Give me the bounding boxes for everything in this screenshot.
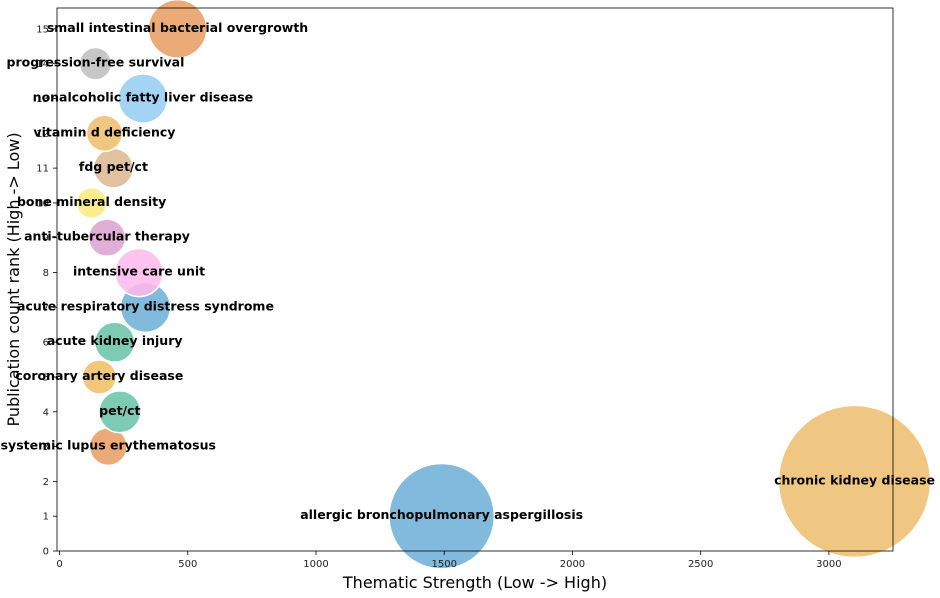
- bubbles-layer: [75, 0, 932, 570]
- bubble: [98, 390, 142, 434]
- x-tick-label: 2500: [688, 559, 713, 570]
- y-tick-label: 9: [43, 233, 49, 244]
- x-tick-label: 500: [178, 559, 197, 570]
- bubble-label: acute kidney injury: [47, 333, 183, 348]
- bubble: [78, 46, 113, 81]
- y-tick-label: 13: [36, 94, 49, 105]
- bubble: [81, 359, 118, 395]
- y-tick-label: 10: [36, 198, 49, 209]
- y-tick-label: 15: [36, 24, 49, 35]
- bubble-labels-layer: allergic bronchopulmonary aspergillosis c…: [1, 20, 935, 522]
- x-tick-label: 2000: [560, 559, 585, 570]
- y-tick-label: 6: [43, 338, 49, 349]
- bubble-label: acute respiratory distress syndrome: [17, 298, 274, 313]
- y-tick-label: 11: [36, 164, 49, 175]
- bubble: [117, 73, 169, 124]
- y-tick-label: 0: [43, 547, 49, 558]
- bubble: [85, 114, 124, 153]
- bubble-label: intensive care unit: [73, 264, 205, 279]
- bubble-label: small intestinal bacterial overgrowth: [47, 20, 308, 35]
- bubble-label: bone mineral density: [17, 194, 166, 209]
- x-tick-label: 3000: [816, 559, 841, 570]
- bubble: [75, 186, 108, 219]
- bubble-label: vitamin d deficiency: [33, 124, 175, 139]
- bubble: [388, 462, 496, 570]
- bubble-label: systemic lupus erythematosus: [1, 438, 216, 453]
- bubble-label: nonalcoholic fatty liver disease: [33, 90, 253, 105]
- bubble-label: pet/ct: [99, 403, 140, 418]
- y-tick-label: 5: [43, 372, 49, 383]
- bubble: [93, 321, 136, 363]
- y-tick-label: 12: [36, 129, 49, 140]
- bubble-label: progression-free survival: [7, 55, 185, 70]
- bubble: [87, 218, 127, 258]
- bubble-label: chronic kidney disease: [774, 472, 935, 487]
- bubble-label: coronary artery disease: [15, 368, 183, 383]
- y-tick-label: 7: [43, 303, 49, 314]
- y-tick-label: 3: [43, 442, 49, 453]
- bubble: [777, 404, 932, 559]
- bubble-label: fdg pet/ct: [79, 159, 148, 174]
- x-tick-label: 1000: [303, 559, 328, 570]
- y-tick-label: 8: [43, 268, 49, 279]
- x-axis: 0 500 1000 1500 2000 2500 3000: [56, 551, 842, 570]
- y-tick-label: 4: [43, 407, 49, 418]
- bubble-label: allergic bronchopulmonary aspergillosis: [300, 507, 583, 522]
- y-tick-label: 2: [43, 477, 49, 488]
- bubble: [147, 0, 208, 59]
- bubble: [114, 247, 164, 298]
- plot-frame: [56, 7, 894, 552]
- y-axis-title: Publication count rank (High -> Low): [4, 132, 23, 426]
- y-tick-label: 14: [36, 59, 49, 70]
- y-tick-label: 1: [43, 512, 49, 523]
- x-axis-title: Thematic Strength (Low -> High): [342, 573, 607, 592]
- x-tick-label: 1500: [432, 559, 457, 570]
- x-tick-label: 0: [56, 559, 62, 570]
- bubble-label: anti-tubercular therapy: [24, 229, 190, 244]
